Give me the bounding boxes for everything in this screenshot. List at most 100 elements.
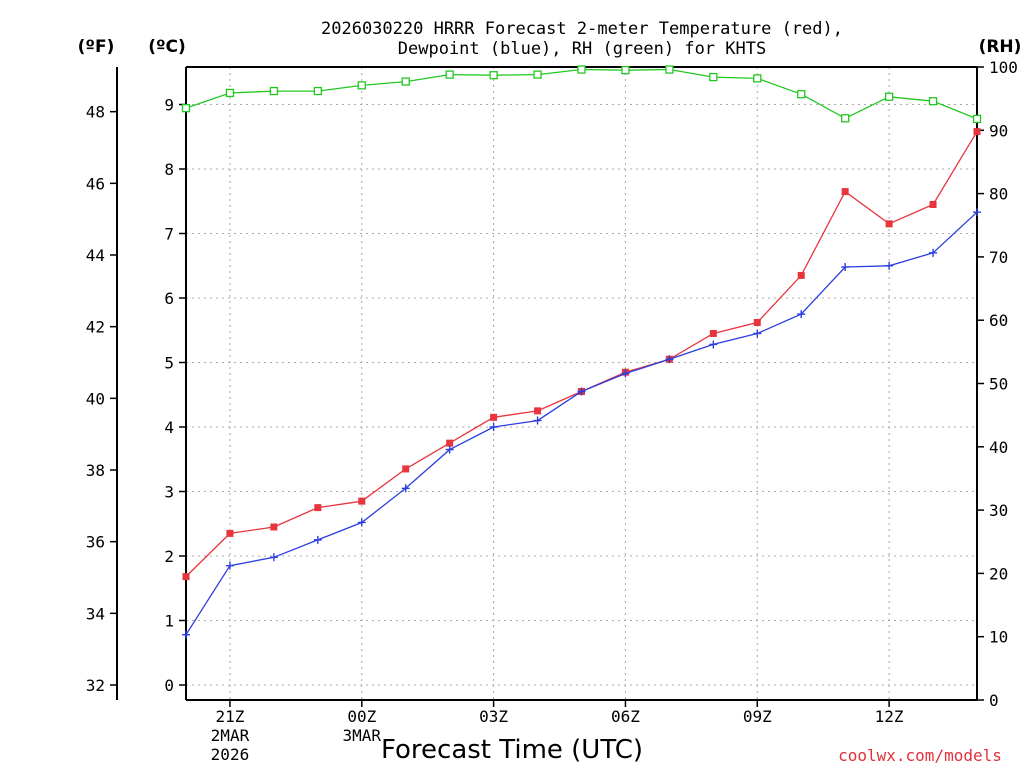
rh-point [665, 65, 674, 74]
rh-tick-label: 60 [989, 311, 1008, 330]
celsius-unit-label: (ºC) [148, 37, 186, 57]
dewpoint-point [225, 561, 234, 570]
dewpoint-point [489, 423, 498, 431]
temperature-point [446, 439, 454, 447]
x-tick-label: 12Z [875, 707, 904, 726]
rh-unit-label: (RH) [979, 37, 1022, 57]
fahrenheit-tick-label: 46 [86, 174, 105, 193]
rh-tick-label: 30 [989, 501, 1008, 520]
x-tick-label: 00Z [347, 707, 376, 726]
rh-point [841, 114, 850, 123]
dewpoint-point [665, 355, 674, 364]
celsius-tick-label: 8 [164, 160, 174, 179]
dewpoint-point [533, 416, 542, 425]
fahrenheit-tick-label: 42 [86, 318, 105, 337]
fahrenheit-tick-label: 34 [86, 604, 105, 623]
rh-tick-label: 80 [989, 185, 1008, 204]
celsius-tick-label: 0 [164, 676, 174, 695]
temperature-point [797, 271, 805, 279]
fahrenheit-unit-label: (ºF) [78, 37, 115, 57]
rh-tick-label: 50 [989, 375, 1008, 394]
rh-tick-label: 40 [989, 438, 1008, 457]
dewpoint-point [929, 248, 938, 257]
temperature-point [534, 407, 542, 415]
rh-tick-label: 90 [989, 121, 1008, 140]
dewpoint-point [357, 518, 366, 527]
celsius-tick-label: 3 [164, 483, 174, 502]
dewpoint-point [445, 445, 454, 454]
credit-label: coolwx.com/models [838, 746, 1002, 765]
celsius-tick-label: 9 [164, 96, 174, 115]
rh-tick-label: 10 [989, 628, 1008, 647]
fahrenheit-tick-label: 32 [86, 676, 105, 695]
fahrenheit-tick-label: 48 [86, 103, 105, 122]
rh-point [225, 88, 235, 98]
rh-point [357, 81, 366, 90]
dewpoint-point [709, 340, 718, 349]
x-tick-date-label: 3MAR [343, 726, 382, 745]
dewpoint-point [621, 369, 630, 378]
rh-tick-label: 0 [989, 691, 999, 710]
grid-lines [186, 67, 977, 700]
rh-point [401, 77, 410, 86]
dewpoint-point [841, 263, 850, 272]
rh-tick-label: 20 [989, 564, 1008, 583]
temperature-point [709, 329, 717, 337]
dewpoint-point [973, 208, 981, 217]
temperature-point [973, 128, 981, 136]
temperature-line [185, 131, 978, 578]
fahrenheit-tick-label: 44 [86, 246, 105, 265]
dewpoint-point [401, 484, 410, 493]
rh-point [489, 71, 498, 80]
tick-labels: 3234363840424446480123456789010203040506… [86, 58, 1018, 764]
x-axis-label: Forecast Time (UTC) [381, 735, 643, 765]
rh-point [709, 72, 718, 82]
celsius-tick-label: 2 [164, 547, 174, 566]
temperature-point [270, 523, 278, 531]
celsius-tick-label: 6 [164, 289, 174, 308]
temperature-point [182, 573, 190, 581]
temperature-point [402, 465, 410, 473]
temperature-point [841, 188, 849, 196]
fahrenheit-tick-label: 40 [86, 389, 105, 408]
dewpoint-point [269, 553, 278, 562]
celsius-tick-label: 5 [164, 354, 174, 373]
rh-point [753, 74, 762, 83]
x-tick-date-label: 2MAR [211, 726, 250, 745]
dewpoint-point [577, 387, 586, 396]
dewpoint-point [753, 329, 762, 338]
temperature-point [490, 413, 498, 421]
x-tick-year-label: 2026 [211, 745, 250, 764]
temperature-point [314, 504, 322, 512]
dewpoint-point [885, 261, 894, 270]
rh-point [445, 70, 454, 79]
chart-title-line1: 2026030220 HRRR Forecast 2-meter Tempera… [321, 19, 843, 39]
rh-point [533, 70, 542, 79]
temperature-point [226, 529, 234, 537]
dewpoint-point [182, 630, 190, 639]
celsius-tick-label: 1 [164, 612, 174, 631]
fahrenheit-tick-label: 36 [86, 533, 105, 552]
rh-point [797, 90, 806, 99]
celsius-tick-label: 7 [164, 225, 174, 244]
x-tick-label: 21Z [215, 707, 244, 726]
temperature-point [753, 319, 761, 327]
dewpoint-point [313, 535, 322, 544]
dewpoint-line [185, 211, 978, 636]
rh-line [185, 68, 978, 120]
x-tick-label: 06Z [611, 707, 640, 726]
rh-tick-label: 100 [989, 58, 1018, 77]
dewpoint-point [797, 310, 806, 319]
rh-point [181, 103, 191, 113]
chart-title-line2: Dewpoint (blue), RH (green) for KHTS [398, 39, 766, 59]
rh-point [884, 92, 894, 101]
axes [110, 66, 984, 707]
temperature-point [929, 200, 937, 208]
rh-tick-label: 70 [989, 248, 1008, 267]
rh-point [972, 114, 982, 124]
rh-point [577, 65, 586, 74]
rh-point [928, 97, 938, 106]
data-series [181, 65, 982, 639]
rh-point [269, 86, 279, 96]
